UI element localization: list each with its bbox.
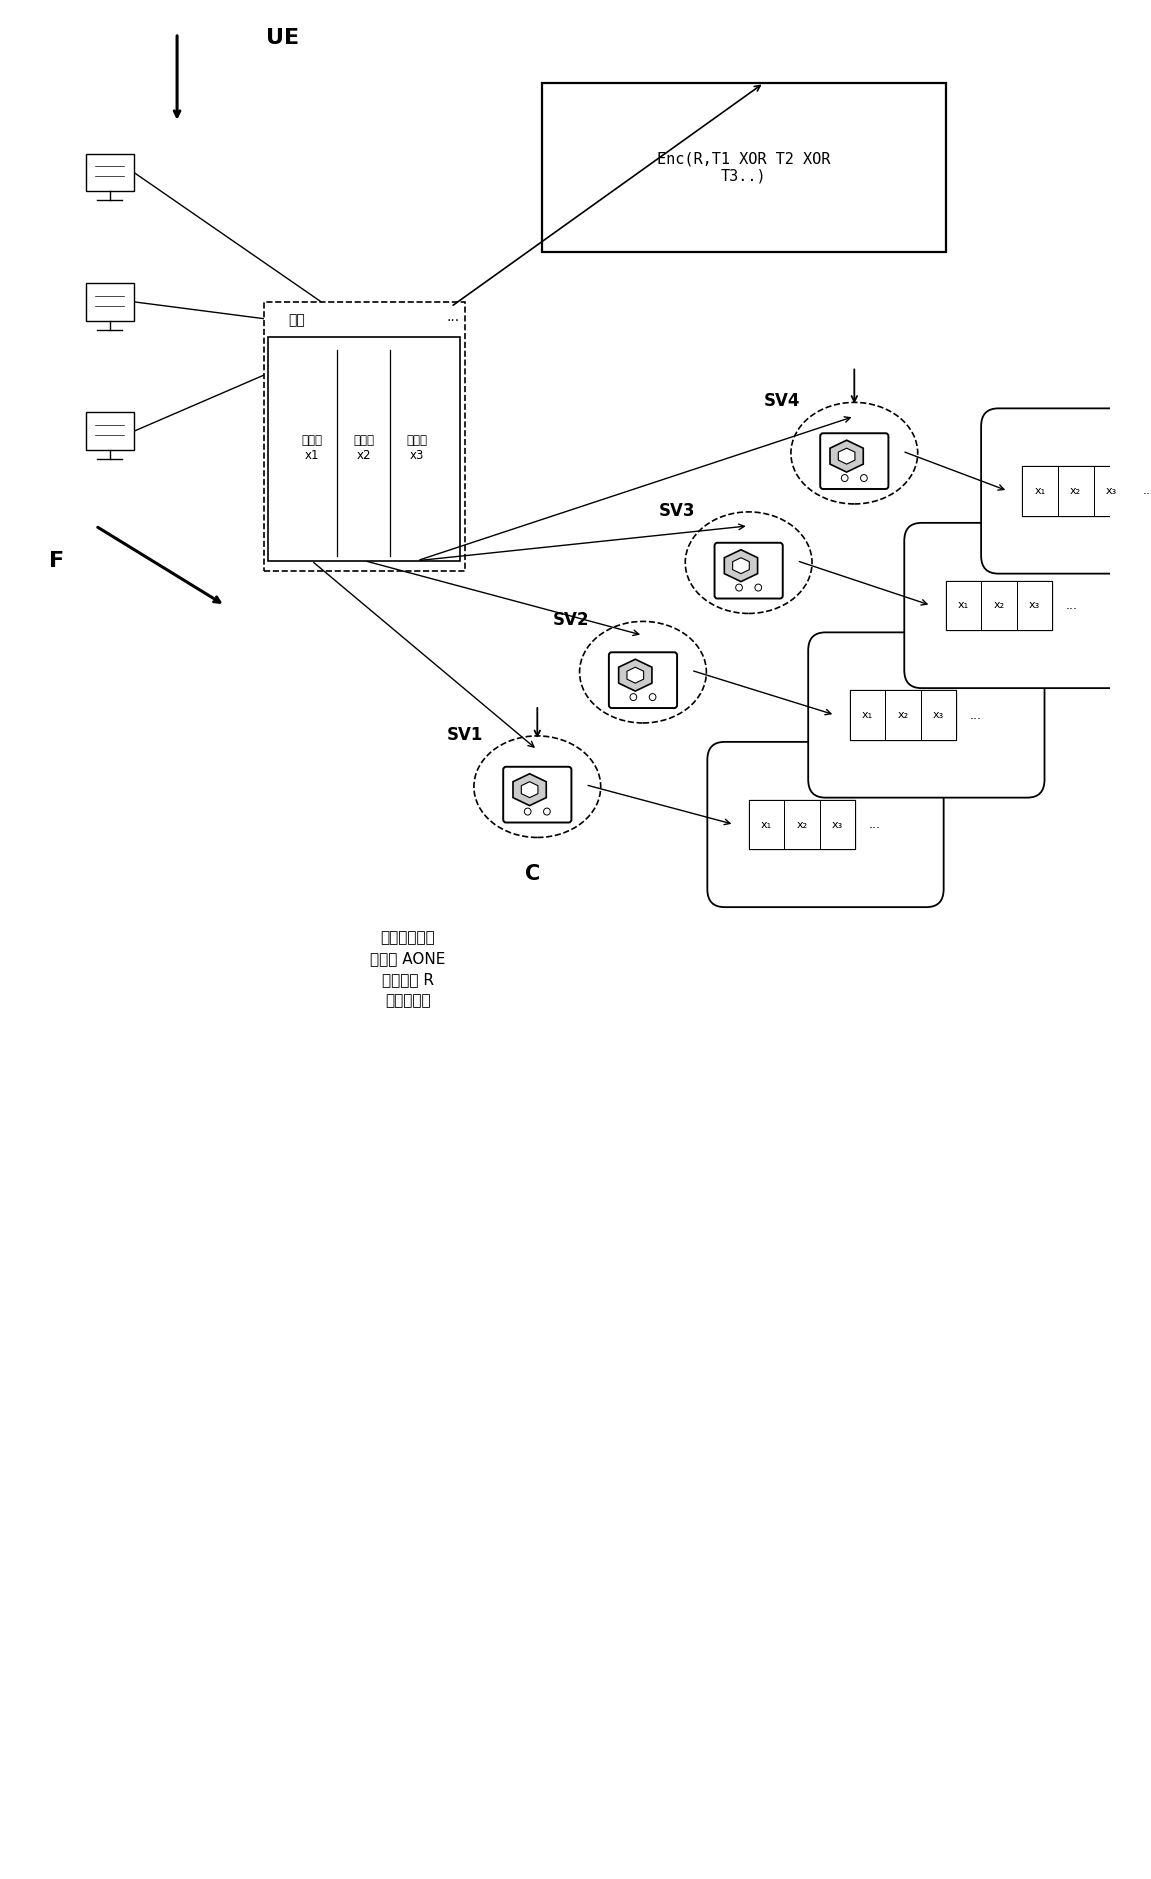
- Bar: [1022, 466, 1058, 517]
- FancyBboxPatch shape: [609, 652, 677, 708]
- Circle shape: [755, 584, 762, 592]
- Ellipse shape: [685, 511, 813, 613]
- Polygon shape: [618, 660, 651, 691]
- Text: x₃: x₃: [1029, 601, 1041, 611]
- Polygon shape: [627, 667, 643, 684]
- Bar: [1058, 466, 1093, 517]
- Circle shape: [861, 475, 867, 481]
- Text: ...: ...: [447, 310, 459, 323]
- Circle shape: [735, 584, 742, 592]
- Bar: [784, 800, 820, 849]
- Text: UE: UE: [266, 28, 299, 49]
- Text: x₁: x₁: [862, 710, 872, 720]
- Circle shape: [525, 808, 531, 815]
- FancyBboxPatch shape: [821, 434, 889, 489]
- Text: x₁: x₁: [1035, 487, 1046, 496]
- FancyBboxPatch shape: [708, 742, 944, 908]
- Circle shape: [841, 475, 848, 481]
- Text: 数据片
x3: 数据片 x3: [406, 434, 428, 462]
- FancyBboxPatch shape: [503, 767, 571, 823]
- Text: x₂: x₂: [1070, 487, 1081, 496]
- Polygon shape: [513, 774, 547, 806]
- Text: x₃: x₃: [832, 819, 844, 829]
- Bar: [1093, 466, 1129, 517]
- Text: x₁: x₁: [958, 601, 969, 611]
- Text: ...: ...: [1142, 485, 1151, 498]
- Bar: [86, 284, 134, 321]
- Text: C: C: [295, 342, 310, 361]
- Text: C: C: [525, 864, 540, 885]
- Text: ...: ...: [1066, 599, 1077, 613]
- Bar: [885, 690, 921, 740]
- Text: F: F: [49, 551, 64, 571]
- Bar: [849, 690, 885, 740]
- Ellipse shape: [791, 402, 917, 504]
- Circle shape: [630, 693, 637, 701]
- Polygon shape: [733, 558, 749, 573]
- Text: 数据片
x2: 数据片 x2: [353, 434, 375, 462]
- Text: x₂: x₂: [898, 710, 908, 720]
- Bar: [1016, 581, 1052, 629]
- Bar: [921, 690, 956, 740]
- Bar: [86, 412, 134, 451]
- Polygon shape: [724, 551, 757, 582]
- Text: ...: ...: [869, 817, 881, 831]
- Circle shape: [649, 693, 656, 701]
- Bar: [1022, 466, 1129, 517]
- Bar: [820, 800, 855, 849]
- Ellipse shape: [580, 622, 707, 723]
- Bar: [748, 800, 784, 849]
- FancyBboxPatch shape: [981, 408, 1151, 573]
- Bar: [981, 581, 1016, 629]
- Text: Enc(R,T1 XOR T2 XOR
T3..): Enc(R,T1 XOR T2 XOR T3..): [657, 150, 831, 184]
- Bar: [946, 581, 1052, 629]
- Bar: [86, 154, 134, 192]
- Text: 文件数据片，
均使用 AONE
和随机値 R
进行了加密: 文件数据片， 均使用 AONE 和随机値 R 进行了加密: [369, 930, 445, 1007]
- Circle shape: [543, 808, 550, 815]
- Text: SV4: SV4: [764, 393, 800, 410]
- Polygon shape: [521, 782, 538, 797]
- Text: x₃: x₃: [932, 710, 944, 720]
- Text: x₂: x₂: [993, 601, 1005, 611]
- Polygon shape: [830, 440, 863, 472]
- Polygon shape: [838, 449, 855, 464]
- Bar: [748, 800, 855, 849]
- Text: 文件: 文件: [289, 312, 305, 327]
- Bar: [268, 336, 460, 560]
- FancyBboxPatch shape: [715, 543, 783, 599]
- Text: x₂: x₂: [796, 819, 808, 829]
- Text: 数据片
x1: 数据片 x1: [302, 434, 322, 462]
- Ellipse shape: [474, 737, 601, 838]
- Text: x₁: x₁: [761, 819, 772, 829]
- Text: ...: ...: [969, 708, 982, 722]
- Bar: [264, 303, 465, 571]
- Bar: [946, 581, 981, 629]
- Text: SV2: SV2: [552, 611, 589, 629]
- Text: x₃: x₃: [1106, 487, 1116, 496]
- Text: SV1: SV1: [447, 725, 483, 744]
- FancyBboxPatch shape: [905, 522, 1141, 688]
- FancyBboxPatch shape: [808, 633, 1044, 797]
- Text: SV3: SV3: [658, 502, 695, 520]
- Bar: [849, 690, 956, 740]
- Bar: [542, 83, 946, 252]
